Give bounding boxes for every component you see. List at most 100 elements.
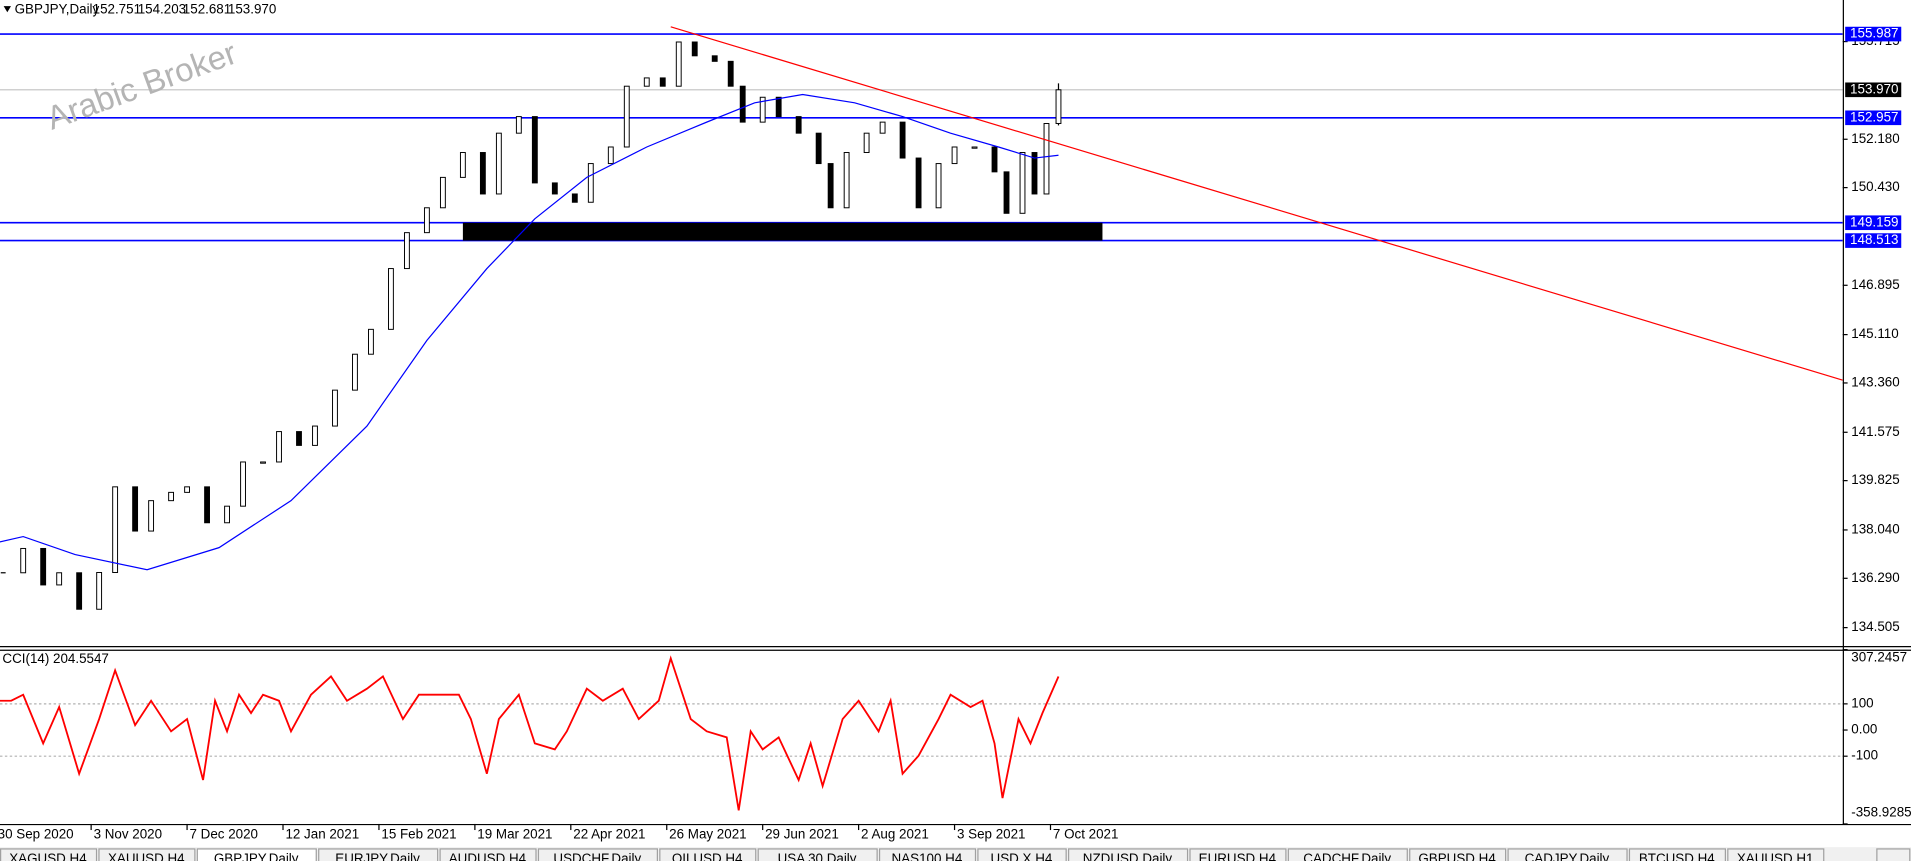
chart-header: GBPJPY,Daily 152.751 154.203 152.681 153… xyxy=(3,1,276,16)
candle xyxy=(759,96,766,123)
chart-tab[interactable] xyxy=(196,848,317,861)
chart-tab-label[interactable]: NAS100,H4 xyxy=(892,851,963,861)
chart-tab-label[interactable]: XAUUSD,H4 xyxy=(108,851,185,861)
candle xyxy=(296,431,302,446)
chart-tab[interactable] xyxy=(1189,848,1287,861)
trendline xyxy=(670,26,1843,381)
candle xyxy=(368,328,374,355)
cci-line xyxy=(0,655,1060,811)
y-tick-label: 100 xyxy=(1851,695,1873,710)
candle xyxy=(659,77,666,87)
x-tick-label: 12 Jan 2021 xyxy=(285,826,359,841)
candle xyxy=(495,132,502,195)
x-tick-label: 15 Feb 2021 xyxy=(381,826,456,841)
chart-tab-label[interactable]: USA 30,Daily xyxy=(778,851,857,861)
candle xyxy=(827,163,834,209)
candle xyxy=(459,152,466,178)
candle xyxy=(312,425,318,446)
candle xyxy=(899,121,906,159)
candle xyxy=(276,431,282,463)
candle xyxy=(643,77,650,87)
bar-high: 154.203 xyxy=(138,1,186,16)
candle xyxy=(691,41,698,57)
candle xyxy=(204,486,210,524)
candle xyxy=(224,505,230,524)
chart-tab[interactable] xyxy=(439,848,537,861)
y-tick-label: 0.00 xyxy=(1851,722,1877,737)
candle xyxy=(40,547,47,586)
chart-tab-label[interactable]: BTCUSD,H4 xyxy=(1639,851,1715,861)
y-tick-label: -358.9285 xyxy=(1851,805,1911,820)
x-tick-label: 22 Apr 2021 xyxy=(573,826,645,841)
y-tick-label: 138.040 xyxy=(1851,521,1899,536)
level-price-label: 155.987 xyxy=(1850,26,1898,41)
candle xyxy=(96,572,103,610)
y-tick-label: 145.110 xyxy=(1851,326,1898,341)
candle xyxy=(240,461,246,507)
candle xyxy=(815,132,822,165)
chart-tab-label[interactable]: GBPJPY,Daily xyxy=(214,851,299,861)
candle xyxy=(711,55,718,62)
candle xyxy=(935,163,942,209)
candle xyxy=(479,152,486,195)
chart-tab[interactable] xyxy=(1507,848,1628,861)
tab-bar: XAGUSD,H4 XAUUSD,H4 GBPJPY,Daily EURJPY,Dai… xyxy=(0,847,1911,861)
chart-tab-label[interactable]: XAGUSD,H4 xyxy=(9,851,87,861)
price-panel xyxy=(0,26,1843,610)
chart-tab-label[interactable]: CADCHF,Daily xyxy=(1303,851,1391,861)
x-tick-label: 2 Aug 2021 xyxy=(861,826,929,841)
chart-tab[interactable] xyxy=(757,848,878,861)
chart-tab[interactable] xyxy=(659,848,757,861)
chart-tab-label[interactable]: USD X,H4 xyxy=(991,851,1053,861)
candle xyxy=(56,572,63,586)
chart-tab-label[interactable]: NZDUSD,Daily xyxy=(1083,851,1173,861)
candle xyxy=(863,132,870,154)
chart-tab[interactable] xyxy=(1727,848,1825,861)
candle xyxy=(571,193,578,203)
candle xyxy=(403,232,410,270)
collapse-arrow[interactable] xyxy=(3,6,11,13)
chart-tab[interactable] xyxy=(98,848,196,861)
chart-tab[interactable] xyxy=(977,848,1067,861)
chart-tab-label[interactable]: USDCHF,Daily xyxy=(553,851,641,861)
chart-tab[interactable] xyxy=(1287,848,1408,861)
candle xyxy=(352,353,358,391)
candle xyxy=(515,116,522,134)
candle xyxy=(843,152,850,209)
candle xyxy=(531,116,538,184)
candle xyxy=(168,491,175,502)
chart-tab-label[interactable]: AUDUSD,H4 xyxy=(449,851,527,861)
candle xyxy=(775,96,782,118)
candle xyxy=(184,486,190,493)
chart-tab[interactable] xyxy=(537,848,659,861)
chart-tab[interactable] xyxy=(878,848,977,861)
chart-tab-label[interactable]: EURJPY,Daily xyxy=(335,851,420,861)
chart-tab[interactable] xyxy=(1628,848,1726,861)
candle xyxy=(1019,152,1026,214)
candle xyxy=(1003,171,1010,214)
x-tick-label: 7 Oct 2021 xyxy=(1053,826,1119,841)
y-tick-label: 152.180 xyxy=(1851,131,1899,146)
level-price-tag xyxy=(1845,233,1902,248)
x-tick-label: 3 Nov 2020 xyxy=(94,826,162,841)
candle xyxy=(1043,123,1050,195)
chart-tab-label[interactable]: EURUSD,H4 xyxy=(1199,851,1277,861)
bar-open: 152.751 xyxy=(93,1,141,16)
candle xyxy=(587,163,594,203)
chart-tab[interactable] xyxy=(1067,848,1189,861)
chart-tab[interactable] xyxy=(1409,848,1507,861)
y-tick-label: 139.825 xyxy=(1851,472,1899,487)
candle xyxy=(132,486,139,532)
candle xyxy=(607,146,614,165)
candle xyxy=(675,41,682,87)
chart-tab[interactable] xyxy=(318,848,439,861)
cci-panel xyxy=(0,655,1843,811)
chart-tab-label[interactable]: CADJPY,Daily xyxy=(1525,851,1610,861)
tab-scroll-buttons[interactable] xyxy=(1876,848,1911,861)
chart-tab-label[interactable]: XAUUSD,H1 xyxy=(1737,851,1814,861)
chart-tab-label[interactable]: OILUSD,H4 xyxy=(672,851,743,861)
candle xyxy=(551,182,558,195)
chart-tab-label[interactable]: GBPUSD,H4 xyxy=(1418,851,1496,861)
chart-tab[interactable] xyxy=(0,848,98,861)
axes: 155.715152.180150.430146.895145.110143.3… xyxy=(0,0,1911,841)
